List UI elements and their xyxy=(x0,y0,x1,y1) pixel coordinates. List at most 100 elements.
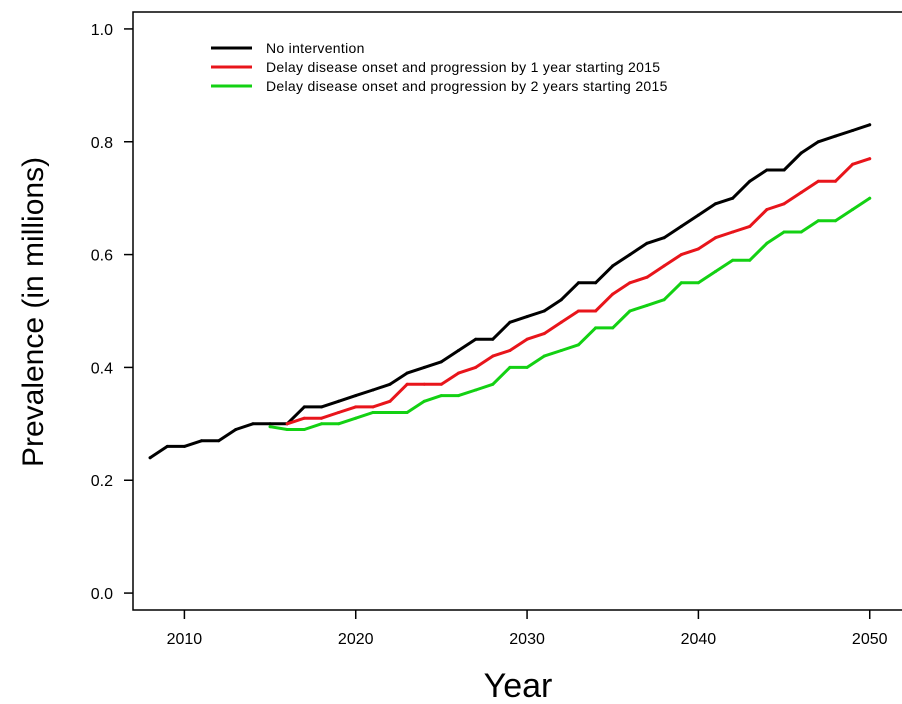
data-point-series-3 xyxy=(354,416,358,420)
data-point-series-3 xyxy=(731,258,735,262)
data-point-series-3 xyxy=(611,326,615,330)
data-point-series-3 xyxy=(508,365,512,369)
data-point-series-1 xyxy=(251,422,255,426)
x-tick-label: 2010 xyxy=(167,631,203,648)
data-point-series-2 xyxy=(731,230,735,234)
data-point-series-3 xyxy=(388,411,392,414)
legend-label: No intervention xyxy=(266,40,365,56)
data-point-series-1 xyxy=(439,360,443,364)
legend-label: Delay disease onset and progression by 2… xyxy=(266,78,668,94)
data-point-series-1 xyxy=(696,213,700,217)
data-point-series-1 xyxy=(799,151,803,155)
data-point-series-1 xyxy=(714,202,717,206)
data-point-series-2 xyxy=(285,422,289,426)
data-point-series-3 xyxy=(834,219,837,223)
data-point-series-3 xyxy=(474,388,478,392)
data-point-series-1 xyxy=(542,309,546,313)
legend-label: Delay disease onset and progression by 1… xyxy=(266,59,660,75)
plot-frame xyxy=(132,11,902,611)
x-tick-label: 2030 xyxy=(509,631,545,648)
data-point-series-1 xyxy=(405,371,409,375)
data-point-series-2 xyxy=(679,253,683,257)
data-point-series-2 xyxy=(525,337,529,341)
x-axis-title: Year xyxy=(484,667,553,704)
data-point-series-1 xyxy=(354,394,358,398)
data-point-series-2 xyxy=(816,179,820,183)
data-point-series-1 xyxy=(337,399,341,403)
data-point-series-1 xyxy=(577,281,580,285)
data-point-series-2 xyxy=(782,202,786,206)
data-point-series-3 xyxy=(645,303,649,307)
data-point-series-2 xyxy=(662,264,666,268)
data-point-series-1 xyxy=(148,456,152,460)
data-point-series-2 xyxy=(508,349,512,352)
data-point-series-2 xyxy=(645,275,649,279)
data-point-series-3 xyxy=(679,281,683,285)
data-point-series-3 xyxy=(525,365,529,369)
data-point-series-2 xyxy=(388,399,392,403)
data-point-series-2 xyxy=(594,309,598,313)
data-point-series-2 xyxy=(474,365,478,369)
data-point-series-3 xyxy=(371,411,375,414)
data-point-series-1 xyxy=(765,168,769,172)
data-point-series-3 xyxy=(285,428,289,431)
data-point-series-1 xyxy=(182,444,186,448)
data-point-series-1 xyxy=(662,236,666,240)
y-axis-ticks: 0.0 0.2 0.4 0.6 0.8 1.0 xyxy=(91,22,133,603)
x-tick-label: 2050 xyxy=(852,631,888,648)
data-point-series-3 xyxy=(594,326,598,330)
data-point-series-1 xyxy=(422,365,426,369)
y-tick-label: 1.0 xyxy=(91,22,113,39)
data-point-series-2 xyxy=(628,281,632,285)
data-point-series-1 xyxy=(508,320,512,324)
series-line-2 xyxy=(285,157,872,426)
data-point-series-1 xyxy=(491,337,495,341)
data-point-series-3 xyxy=(491,382,495,386)
data-point-series-1 xyxy=(234,428,238,431)
data-point-series-1 xyxy=(371,388,375,392)
data-point-series-2 xyxy=(302,416,306,420)
y-tick-label: 0.0 xyxy=(91,586,113,603)
data-point-series-3 xyxy=(696,281,700,285)
series-lines xyxy=(148,123,872,460)
data-point-series-1 xyxy=(474,337,478,341)
series-line-3 xyxy=(268,196,872,431)
data-point-series-2 xyxy=(748,224,752,228)
data-point-series-3 xyxy=(457,394,460,398)
data-point-series-3 xyxy=(422,399,426,403)
data-point-series-3 xyxy=(542,354,546,358)
data-point-series-2 xyxy=(834,179,837,183)
data-point-series-1 xyxy=(816,140,820,144)
data-point-series-3 xyxy=(628,309,632,313)
data-point-series-2 xyxy=(851,162,855,166)
data-point-series-2 xyxy=(577,309,580,313)
series-line-1 xyxy=(148,123,872,460)
data-point-series-2 xyxy=(371,405,375,409)
data-point-series-2 xyxy=(491,354,495,358)
data-point-series-2 xyxy=(320,416,323,420)
data-point-series-1 xyxy=(268,422,272,426)
data-point-series-1 xyxy=(200,439,203,443)
data-point-series-3 xyxy=(302,428,306,431)
data-point-series-2 xyxy=(542,332,546,336)
data-point-series-1 xyxy=(868,123,872,127)
y-axis-title: Prevalence (in millions) xyxy=(17,157,50,467)
data-point-series-3 xyxy=(337,422,341,426)
y-tick-label: 0.2 xyxy=(91,473,113,490)
data-point-series-1 xyxy=(165,444,169,448)
data-point-series-3 xyxy=(714,270,717,273)
data-point-series-2 xyxy=(696,247,700,251)
data-point-series-2 xyxy=(714,236,717,240)
data-point-series-3 xyxy=(748,258,752,262)
data-point-series-1 xyxy=(388,382,392,386)
data-point-series-1 xyxy=(594,281,598,285)
data-point-series-1 xyxy=(748,179,752,183)
data-point-series-3 xyxy=(782,230,786,234)
data-point-series-2 xyxy=(457,371,460,375)
data-point-series-1 xyxy=(320,405,323,409)
data-point-series-3 xyxy=(577,343,580,347)
data-point-series-2 xyxy=(559,320,563,324)
data-point-series-2 xyxy=(405,382,409,386)
data-point-series-2 xyxy=(765,208,769,211)
